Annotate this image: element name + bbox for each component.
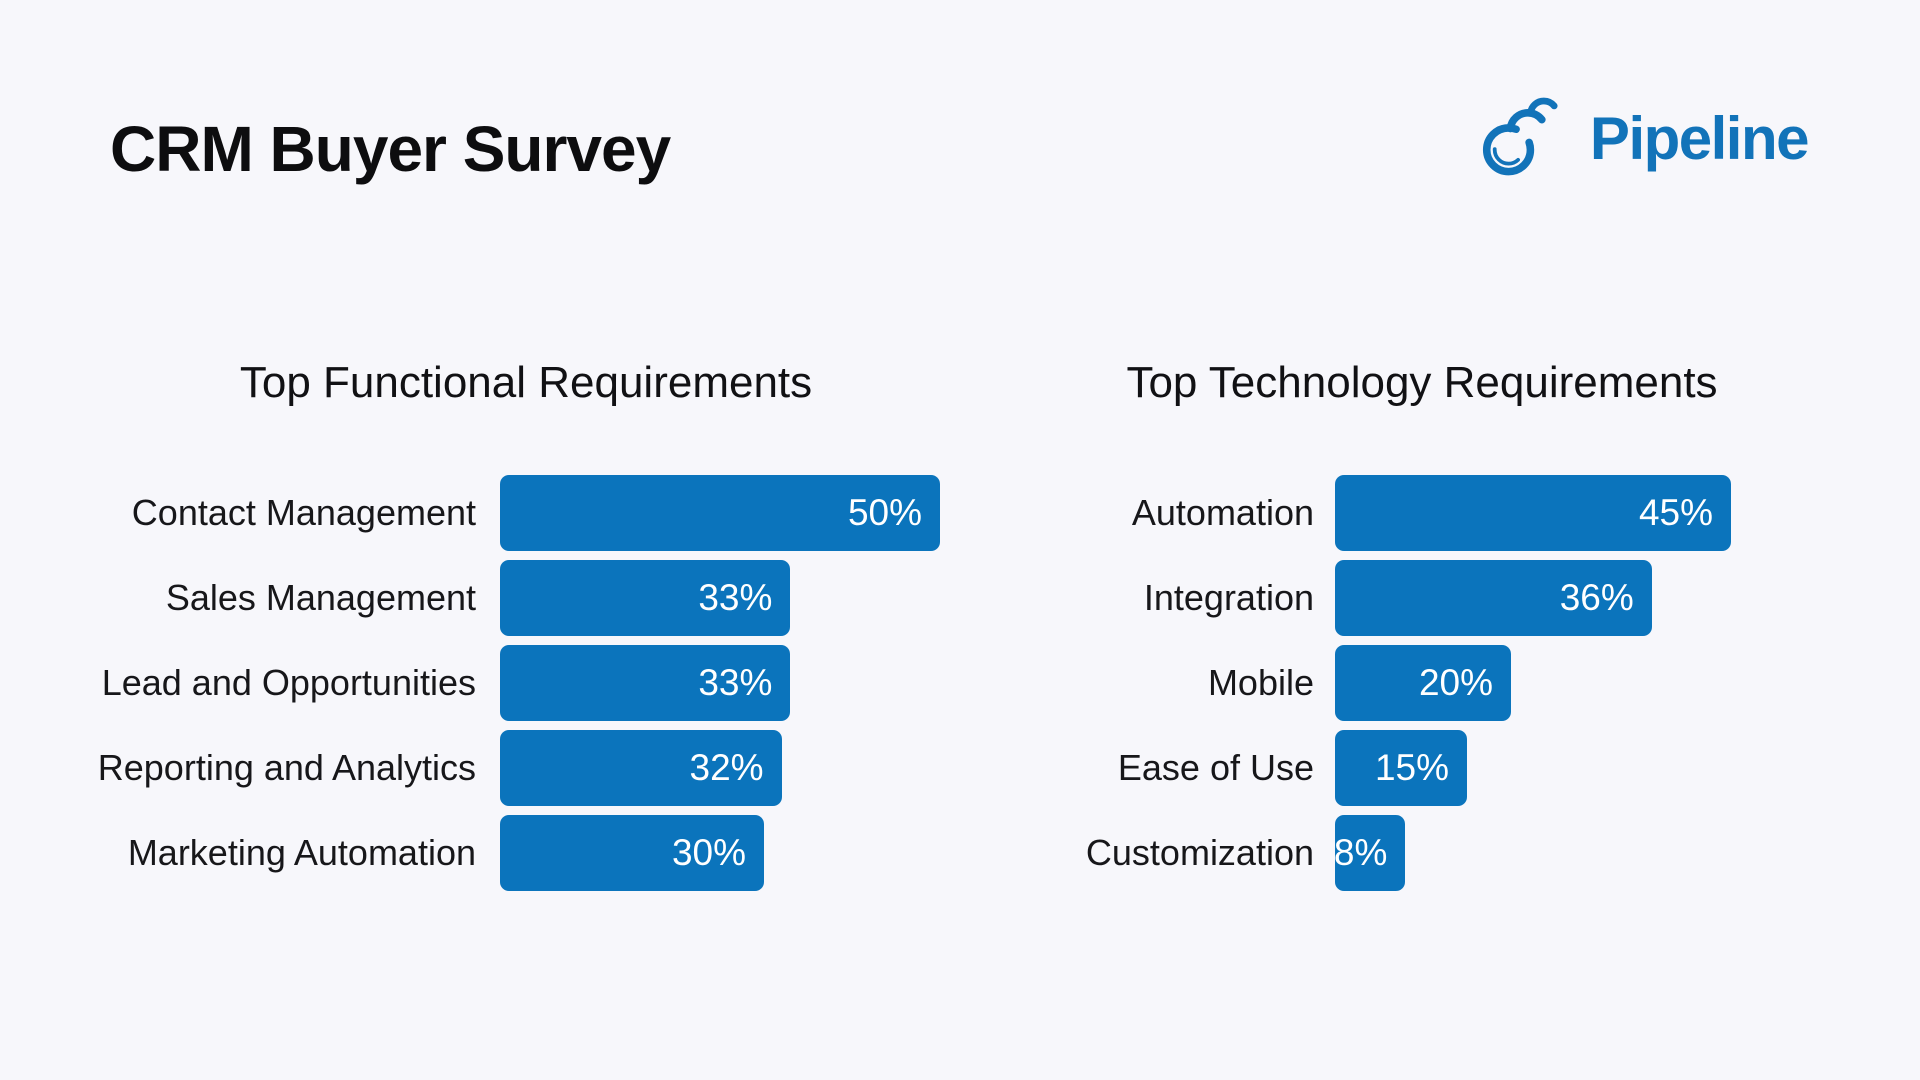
bar-value-label: 33% [698,577,773,618]
bar: 45% [1335,475,1731,551]
bar: 33% [500,645,791,721]
page-title: CRM Buyer Survey [110,113,671,185]
category-label: Ease of Use [1117,747,1314,788]
chart-row: Ease of Use 15% [1092,730,1752,806]
chart-row: Integration 36% [1092,560,1752,636]
bar: 32% [500,730,782,806]
logo-text: Pipeline [1589,104,1810,172]
category-label: Automation [1131,492,1314,533]
functional-chart-title: Top Functional Requirements [239,358,813,407]
functional-chart-rows: Contact Management 50% Sales Management 33%… [97,475,942,891]
bar: 30% [500,815,764,891]
bar-value-label: 8% [1333,832,1388,873]
category-label: Marketing Automation [127,832,476,873]
bar: 50% [500,475,940,551]
bar-value-label: 15% [1374,747,1449,788]
pipeline-swirl-icon [1482,97,1561,176]
technology-chart-title: Top Technology Requirements [1126,358,1718,407]
chart-row: Marketing Automation 30% [110,815,942,891]
functional-requirements-chart: Top Functional Requirements Contact Mana… [97,358,942,900]
bar-value-label: 20% [1418,662,1493,703]
category-label: Customization [1085,832,1314,873]
pipeline-logo: Pipeline [1480,96,1810,180]
category-label: Sales Management [165,577,476,618]
bar: 15% [1335,730,1467,806]
bar-value-label: 33% [698,662,773,703]
category-label: Integration [1143,577,1314,618]
bar-value-label: 30% [671,832,746,873]
category-label: Mobile [1207,662,1314,703]
chart-row: Automation 45% [1092,475,1752,551]
bar: 33% [500,560,791,636]
chart-row: Customization 8% [1085,815,1752,891]
bar: 8% [1333,815,1406,891]
category-label: Contact Management [131,492,476,533]
bar-value-label: 32% [689,747,764,788]
chart-row: Contact Management 50% [110,475,942,551]
technology-chart-rows: Automation 45% Integration 36% Mobile 20% Ease… [1085,475,1752,891]
bar-value-label: 45% [1638,492,1713,533]
bar-value-label: 50% [847,492,922,533]
bar: 36% [1335,560,1652,636]
technology-requirements-chart: Top Technology Requirements Automation 45… [1085,358,1752,900]
chart-row: Lead and Opportunities 33% [101,645,942,721]
bar-value-label: 36% [1559,577,1634,618]
chart-row: Mobile 20% [1092,645,1752,721]
category-label: Lead and Opportunities [101,662,476,703]
bar: 20% [1335,645,1511,721]
chart-row: Reporting and Analytics 32% [97,730,942,806]
category-label: Reporting and Analytics [97,747,476,788]
chart-row: Sales Management 33% [110,560,942,636]
